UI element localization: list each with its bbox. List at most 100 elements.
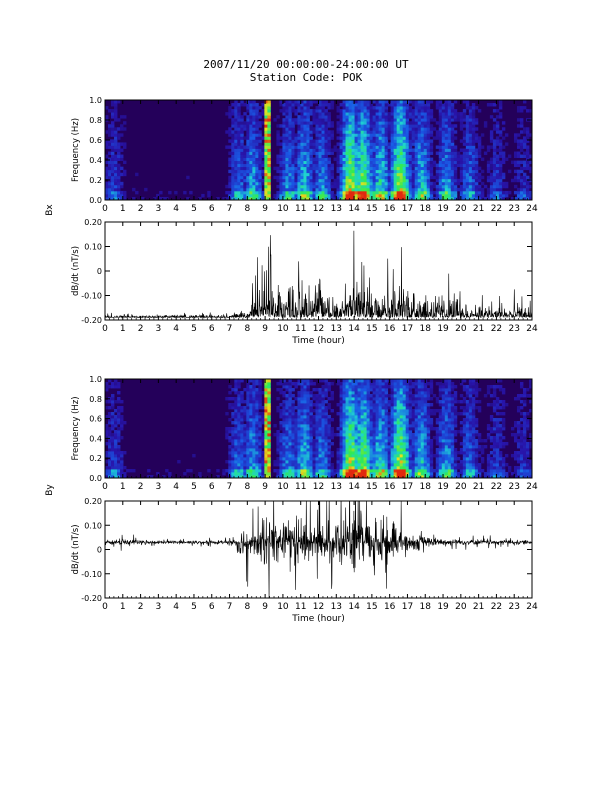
spectrogram-cell xyxy=(411,112,416,116)
spectrogram-cell xyxy=(291,460,295,464)
spectrogram-cell xyxy=(441,121,446,125)
spectrogram-cell xyxy=(321,157,325,162)
spectrogram-cell xyxy=(294,193,298,198)
spectrogram-cell xyxy=(291,169,295,174)
spectrogram-cell xyxy=(339,196,343,200)
spectrogram-cell xyxy=(516,118,521,122)
spectrogram-cell xyxy=(387,118,392,122)
spectrogram-cell xyxy=(285,100,289,104)
spectrogram-cell xyxy=(519,169,524,174)
spectrogram-cell xyxy=(267,397,271,401)
spectrogram-cell xyxy=(369,163,374,168)
spectrogram-cell xyxy=(378,136,383,140)
spectrogram-cell xyxy=(345,445,349,449)
spectrogram-cell xyxy=(228,193,232,198)
spectrogram-cell xyxy=(108,379,112,383)
spectrogram-cell xyxy=(300,388,304,392)
spectrogram-cell xyxy=(330,163,334,168)
spectrogram-cell xyxy=(276,469,280,473)
spectrogram-cell xyxy=(471,151,476,155)
spectrogram-cell xyxy=(333,148,337,152)
spectrogram-cell xyxy=(267,148,271,152)
spectrogram-cell xyxy=(318,403,322,407)
spectrogram-cell xyxy=(486,145,491,149)
spectrogram-cell xyxy=(357,145,361,149)
spectrogram-cell xyxy=(528,160,532,165)
spectrogram-cell xyxy=(348,139,352,143)
spectrogram-cell xyxy=(390,379,395,383)
spectrogram-cell xyxy=(282,184,286,189)
spectrogram-cell xyxy=(267,106,271,110)
spectrogram-cell xyxy=(318,166,322,171)
spectrogram-cell xyxy=(441,175,446,180)
y-tick-label: 1.0 xyxy=(89,96,102,105)
spectrogram-cell xyxy=(315,184,319,189)
spectrogram-cell xyxy=(339,445,343,449)
spectrogram-cell xyxy=(303,127,307,131)
spectrogram-cell xyxy=(282,154,286,158)
spectrogram-cell xyxy=(375,463,380,467)
spectrogram-cell xyxy=(411,139,416,143)
spectrogram-cell xyxy=(294,148,298,152)
spectrogram-cell xyxy=(363,415,368,419)
spectrogram-cell xyxy=(321,178,325,183)
spectrogram-cell xyxy=(381,445,386,449)
spectrogram-cell xyxy=(351,145,355,149)
spectrogram-cell xyxy=(315,178,319,183)
spectrogram-cell xyxy=(246,187,250,192)
spectrogram-cell xyxy=(360,127,365,131)
spectrogram-cell xyxy=(297,400,301,404)
spectrogram-cell xyxy=(291,415,295,419)
spectrogram-cell xyxy=(312,424,316,428)
spectrogram-cell xyxy=(393,412,398,416)
spectrogram-cell xyxy=(243,160,247,165)
spectrogram-cell xyxy=(375,181,380,186)
spectrogram-cell xyxy=(342,184,346,189)
spectrogram-cell xyxy=(399,193,404,198)
spectrogram-cell xyxy=(480,169,485,174)
spectrogram-cell xyxy=(258,130,262,134)
spectrogram-cell xyxy=(402,196,407,200)
spectrogram-cell xyxy=(243,112,247,116)
spectrogram-cell xyxy=(111,103,115,107)
spectrogram-cell xyxy=(267,406,271,410)
spectrogram-cell xyxy=(426,145,431,149)
spectrogram-cell xyxy=(420,115,425,119)
spectrogram-cell xyxy=(363,157,368,162)
spectrogram-cell xyxy=(384,157,389,162)
spectrogram-cell xyxy=(393,475,398,478)
spectrogram-cell xyxy=(384,103,389,107)
spectrogram-cell xyxy=(372,151,377,155)
spectrogram-cell xyxy=(426,121,431,125)
spectrogram-cell xyxy=(438,190,443,195)
spectrogram-cell xyxy=(366,406,371,410)
spectrogram-cell xyxy=(255,391,259,395)
spectrogram-cell xyxy=(297,157,301,162)
spectrogram-cell xyxy=(243,196,247,200)
spectrogram-cell xyxy=(399,139,404,143)
spectrogram-cell xyxy=(294,118,298,122)
spectrogram-cell xyxy=(114,466,118,470)
spectrogram-cell xyxy=(417,160,422,165)
spectrogram-cell xyxy=(303,403,307,407)
spectrogram-cell xyxy=(264,142,268,146)
spectrogram-cell xyxy=(297,442,301,446)
spectrogram-cell xyxy=(387,166,392,171)
spectrogram-cell xyxy=(231,133,235,137)
spectrogram-cell xyxy=(408,169,413,174)
spectrogram-cell xyxy=(285,148,289,152)
spectrogram-cell xyxy=(312,100,316,104)
spectrogram-cell xyxy=(312,409,316,413)
spectrogram-cell xyxy=(408,121,413,125)
spectrogram-cell xyxy=(258,151,262,155)
spectrogram-cell xyxy=(408,127,413,131)
spectrogram-cell xyxy=(333,196,337,200)
spectrogram-cell xyxy=(309,469,313,473)
spectrogram-cell xyxy=(231,142,235,146)
spectrogram-cell xyxy=(348,157,352,162)
spectrogram-cell xyxy=(417,124,422,128)
spectrogram-cell xyxy=(318,142,322,146)
spectrogram-cell xyxy=(252,157,256,162)
spectrogram-cell xyxy=(258,421,262,425)
spectrogram-cell xyxy=(114,112,118,116)
